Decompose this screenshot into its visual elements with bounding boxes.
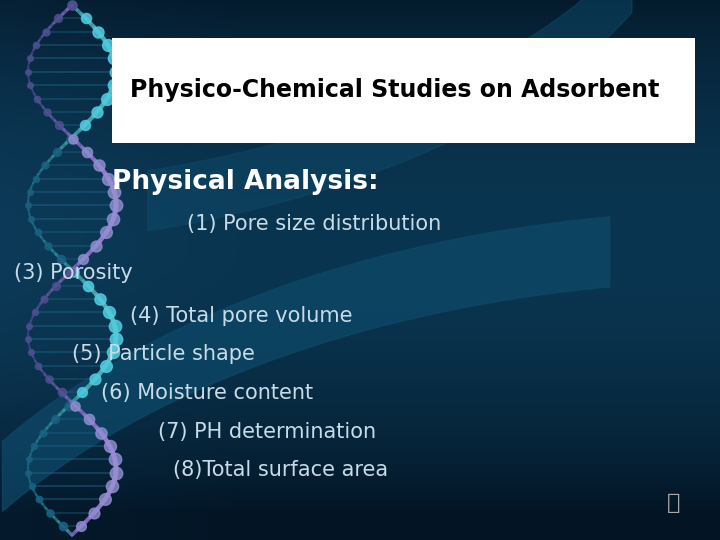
Text: 🔊: 🔊 [667,493,680,514]
FancyBboxPatch shape [112,38,695,143]
Text: Physical Analysis:: Physical Analysis: [112,169,378,195]
Text: (1) Pore size distribution: (1) Pore size distribution [187,214,441,234]
Text: (8)Total surface area: (8)Total surface area [173,460,388,480]
Text: Physico-Chemical Studies on Adsorbent: Physico-Chemical Studies on Adsorbent [130,78,659,103]
Text: (4) Total pore volume: (4) Total pore volume [130,306,352,326]
Text: (7) PH determination: (7) PH determination [158,422,377,442]
Text: (3) Porosity: (3) Porosity [14,262,133,283]
Text: (6) Moisture content: (6) Moisture content [101,383,313,403]
Text: (5) Particle shape: (5) Particle shape [72,343,255,364]
